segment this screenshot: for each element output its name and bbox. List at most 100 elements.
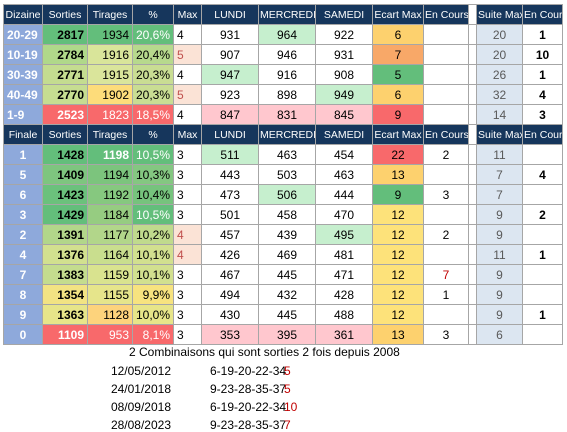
encours2-cell [522,264,563,285]
spacer-cell [468,84,477,105]
table-row: 40-49 2770 1902 20,3% 5 923 898 949 6 32… [3,84,563,105]
mercredi-cell: 916 [258,64,316,85]
pct-cell: 10,3% [132,164,174,185]
sorties-cell: 1391 [42,224,88,245]
tirages-cell: 1177 [87,224,133,245]
spacer-cell [468,204,477,225]
encours-cell [423,244,469,265]
col-header: SAMEDI [315,124,373,145]
tirages-cell: 1194 [87,164,133,185]
sorties-cell: 1428 [42,144,88,165]
dizaine-table: Dizaine Sorties Tirages % Max LUNDI MERC… [3,4,563,125]
combination-numbers: 9-23-28-35-37 [210,418,287,432]
spacer-cell [468,24,477,45]
ecart-cell: 13 [372,164,424,185]
table-row: 7 1383 1159 10,1% 3 467 445 471 12 7 9 [3,264,563,285]
col-header: Ecart Max [372,4,424,25]
max-cell: 3 [173,204,202,225]
spacer-cell [468,144,477,165]
samedi-cell: 845 [315,104,373,125]
col-header: % [132,4,174,25]
col-header: Finale [3,124,43,145]
col-header: % [132,124,174,145]
tirages-cell: 1128 [87,304,133,325]
encours-cell: 3 [423,184,469,205]
pct-cell: 10,5% [132,144,174,165]
samedi-cell: 908 [315,64,373,85]
table-row: 20-29 2817 1934 20,6% 4 931 964 922 6 20… [3,24,563,45]
combination-date: 24/01/2018 [110,382,171,396]
sorties-cell: 1376 [42,244,88,265]
suite-cell: 9 [476,264,523,285]
suite-cell: 11 [476,144,523,165]
tirages-cell: 1192 [87,184,133,205]
spacer-cell [468,64,477,85]
ecart-cell: 6 [372,84,424,105]
pct-cell: 9,9% [132,284,174,305]
tirages-cell: 1934 [87,24,133,45]
table-row: 5 1409 1194 10,3% 3 443 503 463 13 7 4 [3,164,563,185]
samedi-cell: 470 [315,204,373,225]
spacer-cell [468,264,477,285]
sorties-cell: 1354 [42,284,88,305]
lundi-cell: 473 [201,184,259,205]
encours-cell: 3 [423,324,469,345]
combination-numbers: 6-19-20-22-34 [210,364,287,378]
mercredi-cell: 964 [258,24,316,45]
col-header: En Cours [522,124,563,145]
mercredi-cell: 395 [258,324,316,345]
ecart-cell: 12 [372,264,424,285]
header-row: Finale Sorties Tirages % Max LUNDI MERCR… [3,124,563,145]
lundi-cell: 923 [201,84,259,105]
max-cell: 4 [173,244,202,265]
lundi-cell: 931 [201,24,259,45]
sorties-cell: 1423 [42,184,88,205]
max-cell: 5 [173,44,202,65]
spacer-cell [468,44,477,65]
row-key: 1-9 [3,104,43,125]
max-cell: 3 [173,164,202,185]
mercredi-cell: 439 [258,224,316,245]
spacer-cell [468,164,477,185]
encours-cell: 1 [423,284,469,305]
row-key: 10-19 [3,44,43,65]
suite-cell: 7 [476,164,523,185]
mercredi-cell: 946 [258,44,316,65]
max-cell: 3 [173,144,202,165]
lundi-cell: 457 [201,224,259,245]
pct-cell: 10,2% [132,224,174,245]
encours-cell [423,44,469,65]
mercredi-cell: 445 [258,304,316,325]
row-key: 3 [3,204,43,225]
row-key: 7 [3,264,43,285]
ecart-cell: 12 [372,304,424,325]
col-header: MERCREDI [258,4,316,25]
suite-cell: 14 [476,104,523,125]
samedi-cell: 495 [315,224,373,245]
pct-cell: 10,1% [132,244,174,265]
ecart-cell: 9 [372,104,424,125]
encours2-cell [522,144,563,165]
col-header: En Cours [423,124,469,145]
samedi-cell: 361 [315,324,373,345]
row-key: 30-39 [3,64,43,85]
suite-cell: 7 [476,184,523,205]
pct-cell: 10,4% [132,184,174,205]
col-header: Sorties [42,124,88,145]
mercredi-cell: 831 [258,104,316,125]
row-key: 6 [3,184,43,205]
encours-cell [423,24,469,45]
ecart-cell: 12 [372,284,424,305]
ecart-cell: 9 [372,184,424,205]
ecart-cell: 22 [372,144,424,165]
mercredi-cell: 503 [258,164,316,185]
tirages-cell: 1902 [87,84,133,105]
ecart-cell: 12 [372,204,424,225]
ecart-cell: 12 [372,224,424,245]
col-header: Tirages [87,4,133,25]
pct-cell: 8,1% [132,324,174,345]
sorties-cell: 2771 [42,64,88,85]
tirages-cell: 1184 [87,204,133,225]
col-header: En Cours [522,4,563,25]
lundi-cell: 494 [201,284,259,305]
